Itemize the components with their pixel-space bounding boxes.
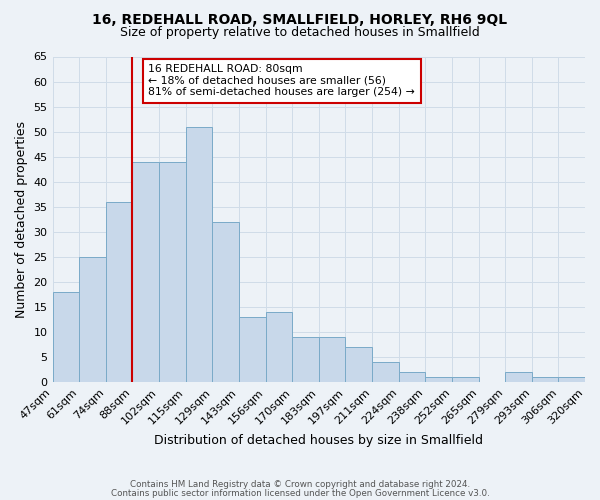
Y-axis label: Number of detached properties: Number of detached properties <box>15 121 28 318</box>
Bar <box>133 162 159 382</box>
Bar <box>239 317 266 382</box>
Bar <box>452 378 479 382</box>
Bar <box>372 362 398 382</box>
Bar <box>106 202 133 382</box>
Bar <box>266 312 292 382</box>
Text: Contains HM Land Registry data © Crown copyright and database right 2024.: Contains HM Land Registry data © Crown c… <box>130 480 470 489</box>
Bar <box>185 126 212 382</box>
Text: Contains public sector information licensed under the Open Government Licence v3: Contains public sector information licen… <box>110 489 490 498</box>
Bar <box>292 337 319 382</box>
Bar <box>425 378 452 382</box>
Bar <box>505 372 532 382</box>
Bar <box>53 292 79 382</box>
Text: 16 REDEHALL ROAD: 80sqm
← 18% of detached houses are smaller (56)
81% of semi-de: 16 REDEHALL ROAD: 80sqm ← 18% of detache… <box>148 64 415 97</box>
Bar <box>212 222 239 382</box>
Text: 16, REDEHALL ROAD, SMALLFIELD, HORLEY, RH6 9QL: 16, REDEHALL ROAD, SMALLFIELD, HORLEY, R… <box>92 12 508 26</box>
Bar <box>532 378 559 382</box>
Text: Size of property relative to detached houses in Smallfield: Size of property relative to detached ho… <box>120 26 480 39</box>
Bar <box>346 347 372 382</box>
Bar <box>79 257 106 382</box>
X-axis label: Distribution of detached houses by size in Smallfield: Distribution of detached houses by size … <box>154 434 483 448</box>
Bar <box>559 378 585 382</box>
Bar <box>159 162 185 382</box>
Bar <box>398 372 425 382</box>
Bar <box>319 337 346 382</box>
